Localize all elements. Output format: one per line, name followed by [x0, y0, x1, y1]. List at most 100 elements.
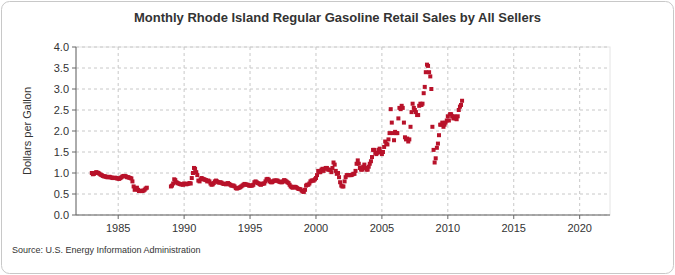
grid-line — [76, 68, 610, 69]
tick — [250, 215, 251, 219]
x-tick-label: 2015 — [502, 222, 526, 234]
frame — [2, 2, 674, 274]
tick — [72, 110, 76, 111]
point — [447, 119, 451, 123]
grid-line — [76, 131, 610, 132]
point — [421, 102, 425, 106]
x-tick-label: 2005 — [370, 222, 394, 234]
grid-line — [315, 47, 316, 215]
chart: Monthly Rhode Island Regular Gasoline Re… — [0, 0, 675, 275]
x-tick-label: 2020 — [567, 222, 591, 234]
point — [369, 159, 373, 163]
point — [407, 137, 411, 141]
point — [303, 188, 307, 192]
x-tick-label: 2010 — [436, 222, 460, 234]
tick — [579, 215, 580, 219]
points — [90, 63, 464, 194]
point — [389, 107, 393, 111]
tick — [72, 173, 76, 174]
y-tick-label: 0.5 — [54, 188, 69, 200]
tick — [184, 215, 185, 219]
point — [430, 125, 434, 129]
y-tick-label: 0.0 — [54, 209, 69, 221]
grid-line — [76, 173, 610, 174]
x-tick-label: 2000 — [304, 222, 328, 234]
point — [411, 102, 415, 106]
tick — [72, 152, 76, 153]
grid-line — [579, 47, 580, 215]
y-axis-label: Dollars per Gallon — [21, 87, 33, 175]
tick — [72, 131, 76, 132]
point — [401, 106, 405, 110]
plot-area — [76, 47, 610, 215]
tick — [513, 215, 514, 219]
point — [433, 161, 437, 165]
point — [456, 114, 460, 118]
tick — [118, 215, 119, 219]
point — [381, 150, 385, 154]
tick — [381, 215, 382, 219]
point — [190, 176, 194, 180]
grid-line — [447, 47, 448, 215]
point — [357, 162, 361, 166]
point — [428, 74, 432, 78]
point — [392, 138, 396, 142]
y-tick-label: 1.5 — [54, 146, 69, 158]
y-tick-label: 4.0 — [54, 41, 69, 53]
point — [437, 133, 441, 137]
point — [390, 121, 394, 125]
point — [459, 103, 463, 107]
point — [195, 173, 199, 177]
point — [422, 91, 426, 95]
y-tick-label: 3.5 — [54, 62, 69, 74]
point — [427, 70, 431, 74]
source: Source: U.S. Energy Information Administ… — [12, 245, 201, 255]
point — [386, 137, 390, 141]
point — [329, 170, 333, 174]
point — [435, 146, 439, 150]
point — [130, 179, 134, 183]
tick — [72, 215, 76, 216]
y-tick-label: 3.0 — [54, 83, 69, 95]
point — [145, 186, 149, 190]
grid-line — [76, 194, 610, 195]
point — [189, 182, 193, 186]
point — [402, 121, 406, 125]
point — [423, 85, 427, 89]
point — [434, 156, 438, 160]
point — [396, 116, 400, 120]
grid-line — [381, 47, 382, 215]
grid-line — [76, 47, 610, 48]
point — [354, 169, 358, 173]
grid-line — [76, 89, 610, 90]
tick — [72, 194, 76, 195]
tick — [315, 215, 316, 219]
point — [429, 87, 433, 91]
point — [409, 125, 413, 129]
y-tick-label: 2.0 — [54, 125, 69, 137]
point — [460, 99, 464, 103]
y-tick-label: 1.0 — [54, 167, 69, 179]
x-axis — [76, 215, 610, 216]
point — [395, 131, 399, 135]
grid-line — [250, 47, 251, 215]
point — [370, 155, 374, 159]
tick — [72, 47, 76, 48]
x-tick-label: 1995 — [238, 222, 262, 234]
grid-line — [513, 47, 514, 215]
x-tick-label: 1985 — [106, 222, 130, 234]
title: Monthly Rhode Island Regular Gasoline Re… — [134, 10, 541, 25]
y-tick-label: 2.5 — [54, 104, 69, 116]
grid-line — [76, 110, 610, 111]
point — [337, 175, 341, 179]
point — [426, 64, 430, 68]
point — [333, 163, 337, 167]
point — [336, 171, 340, 175]
grid-line — [118, 47, 119, 215]
point — [343, 179, 347, 183]
grid-line — [76, 215, 610, 216]
tick — [72, 89, 76, 90]
grid-line — [184, 47, 185, 215]
point — [436, 142, 440, 146]
point — [341, 184, 345, 188]
